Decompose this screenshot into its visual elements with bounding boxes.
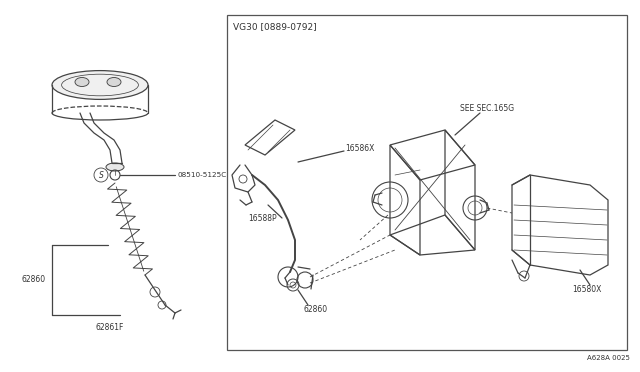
Bar [227,15,627,350]
Text: S: S [99,170,104,180]
Text: 62861F: 62861F [95,323,124,331]
Text: 16580X: 16580X [572,285,602,295]
Text: SEE SEC.165G: SEE SEC.165G [460,103,514,112]
Text: 62860: 62860 [22,276,46,285]
Text: 16586X: 16586X [345,144,374,153]
Text: 16588P: 16588P [248,214,276,222]
Text: 62860: 62860 [304,305,328,314]
Ellipse shape [52,71,148,99]
Ellipse shape [75,77,89,87]
Text: 08510-5125C: 08510-5125C [177,172,227,178]
Text: A628A 0025: A628A 0025 [587,355,630,361]
Ellipse shape [106,163,124,171]
Text: VG30 [0889-0792]: VG30 [0889-0792] [233,22,317,31]
Ellipse shape [107,77,121,87]
